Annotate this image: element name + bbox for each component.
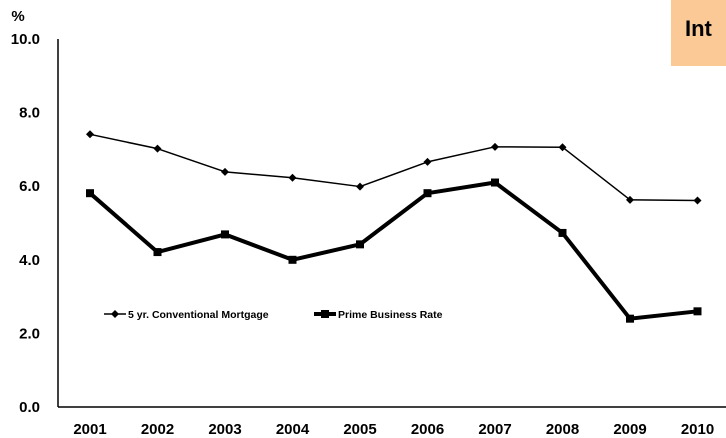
prime-data-point: [221, 230, 229, 239]
mortgage-rate-line: [89, 133, 698, 202]
legend: 5 yr. Conventional Mortgage Prime Busines…: [104, 309, 443, 321]
x-tick-label: 2006: [411, 421, 444, 438]
x-tick-label: 2004: [276, 421, 310, 438]
prime-data-point: [423, 189, 432, 198]
prime-data-point: [558, 228, 567, 237]
y-tick-label: 0.0: [19, 399, 40, 416]
mortgage-data-point: [558, 143, 567, 152]
x-tick-labels: 2001 2002 2003 2004 2005 2006 2007 2008 2009 2010: [73, 421, 714, 438]
x-tick-label: 2007: [478, 421, 511, 438]
legend-entry-label: Prime Business Rate: [338, 309, 443, 321]
mortgage-data-point: [86, 130, 94, 139]
y-tick-label: 8.0: [19, 105, 40, 122]
x-tick-label: 2008: [546, 421, 579, 438]
prime-data-point: [693, 307, 702, 316]
y-tick-label: 4.0: [19, 252, 40, 269]
x-tick-label: 2002: [141, 421, 174, 438]
y-axis-unit-label: %: [11, 8, 24, 25]
x-tick-label: 2009: [613, 421, 646, 438]
mortgage-data-point: [693, 196, 702, 205]
prime-data-point: [356, 240, 364, 249]
legend-marker: [321, 310, 329, 318]
mortgage-data-point: [153, 144, 162, 153]
prime-data-point: [491, 178, 499, 187]
prime-data-point: [153, 248, 162, 257]
chart-title: Int: [685, 16, 712, 41]
prime-data-point: [626, 314, 634, 323]
prime-data-point: [288, 255, 297, 264]
mortgage-data-point: [288, 173, 297, 182]
mortgage-data-point: [356, 182, 364, 191]
y-tick-label: 2.0: [19, 325, 40, 342]
mortgage-data-point: [423, 157, 432, 166]
x-tick-label: 2010: [681, 421, 714, 438]
x-tick-label: 2003: [208, 421, 241, 438]
axes: [57, 39, 726, 408]
y-tick-label: 6.0: [19, 178, 40, 195]
mortgage-data-point: [626, 195, 634, 204]
prime-data-point: [86, 189, 94, 198]
series-lines: [86, 130, 702, 323]
legend-marker: [111, 310, 119, 318]
legend-entry-label: 5 yr. Conventional Mortgage: [128, 309, 269, 321]
prime-rate-line: [88, 180, 698, 321]
chart-title-box: Int: [671, 0, 726, 66]
y-tick-label: 10.0: [11, 31, 40, 48]
x-tick-label: 2005: [343, 421, 376, 438]
mortgage-data-point: [491, 142, 499, 151]
mortgage-data-point: [221, 167, 229, 176]
y-tick-labels: 0.0 2.0 4.0 6.0 8.0 10.0: [11, 31, 40, 416]
x-tick-label: 2001: [73, 421, 106, 438]
